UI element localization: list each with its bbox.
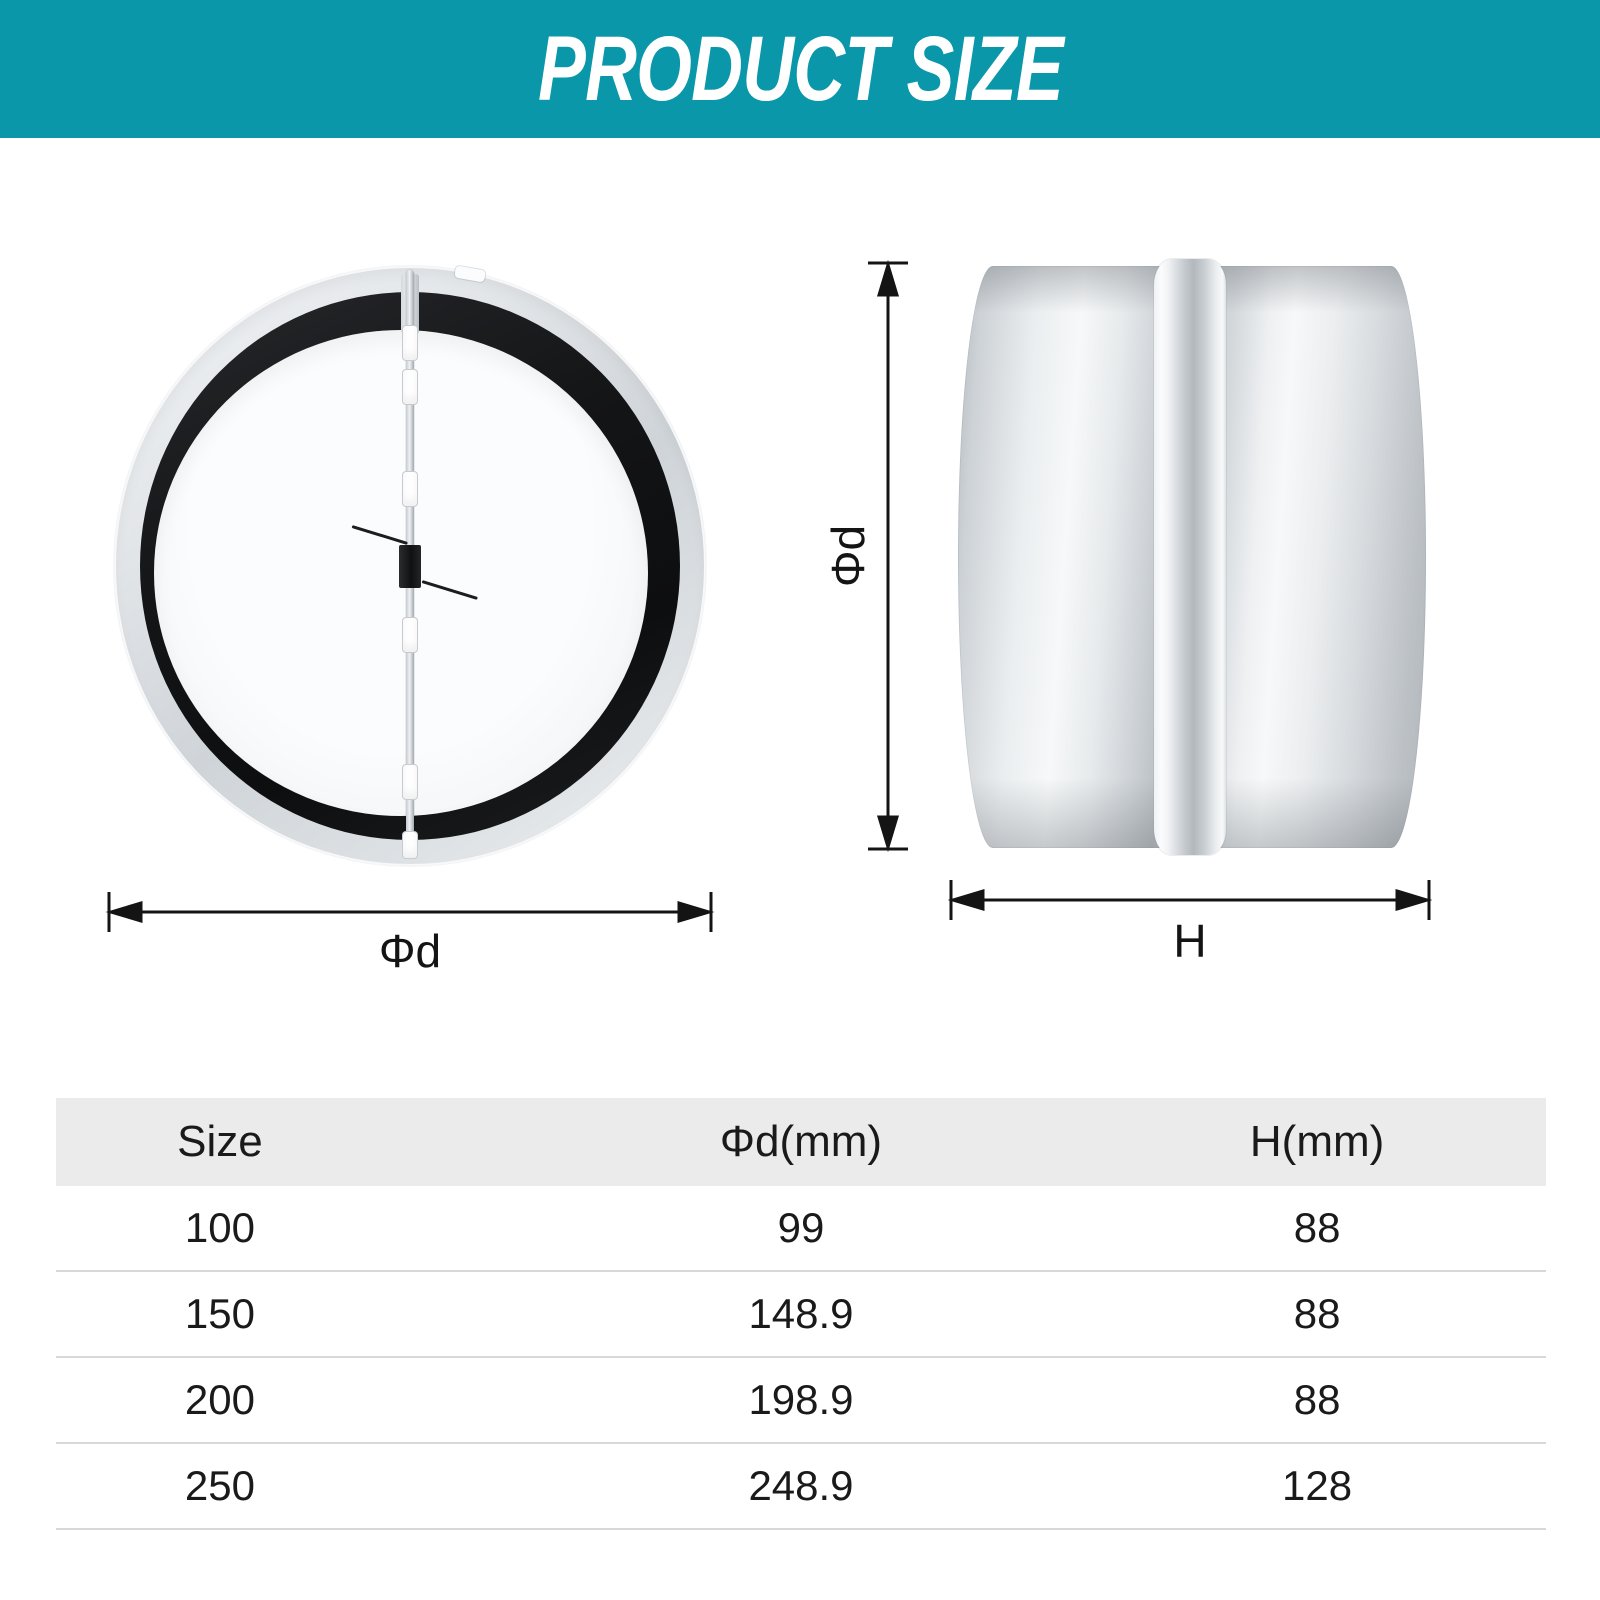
header-cell-h: H(mm): [1249, 1117, 1385, 1166]
table-row: 150 148.9 88: [56, 1272, 1546, 1358]
cell-h: 88: [1293, 1290, 1341, 1337]
connector-side-view: [958, 259, 1426, 855]
cell-size: 100: [184, 1204, 255, 1251]
page-title: PRODUCT SIZE: [537, 17, 1064, 120]
front-diameter-arrow-icon: [106, 892, 714, 932]
cell-h: 88: [1293, 1204, 1341, 1251]
table-row: 200 198.9 88: [56, 1358, 1546, 1444]
hinge-sleeve: [403, 832, 417, 858]
table-row: 250 248.9 128: [56, 1444, 1546, 1530]
hinge-sleeve: [403, 618, 417, 652]
table-header-row: Size Φd(mm) H(mm): [56, 1098, 1546, 1186]
banner: PRODUCT SIZE: [0, 0, 1600, 138]
cell-phi-d: 198.9: [748, 1376, 854, 1423]
cell-phi-d: 99: [777, 1204, 825, 1251]
hinge-sleeve: [403, 765, 417, 799]
spring-clip: [399, 545, 421, 588]
side-height-label: H: [1173, 915, 1207, 967]
cylinder-seam-band: [1154, 259, 1226, 855]
size-table: Size Φd(mm) H(mm) 100 99 88 150 148.9 88…: [56, 1098, 1546, 1530]
header-cell-size: Size: [177, 1117, 263, 1166]
side-diameter-label: Φd: [822, 524, 874, 588]
cell-size: 150: [184, 1290, 255, 1337]
hinge-sleeve: [403, 472, 417, 506]
cell-phi-d: 248.9: [748, 1462, 854, 1509]
cell-size: 250: [184, 1462, 255, 1509]
damper-front-view: [114, 265, 706, 866]
cell-phi-d: 148.9: [748, 1290, 854, 1337]
table-row: 100 99 88: [56, 1186, 1546, 1272]
side-height-arrow-icon: [948, 880, 1432, 920]
hinge-sleeve: [403, 326, 417, 360]
hinge-sleeve: [403, 370, 417, 404]
front-diameter-label: Φd: [378, 925, 442, 977]
side-diameter-arrow-icon: [868, 260, 908, 852]
header-cell-phi-d: Φd(mm): [719, 1117, 883, 1166]
cell-size: 200: [184, 1376, 255, 1423]
cell-h: 88: [1293, 1376, 1341, 1423]
cell-h: 128: [1282, 1462, 1353, 1509]
